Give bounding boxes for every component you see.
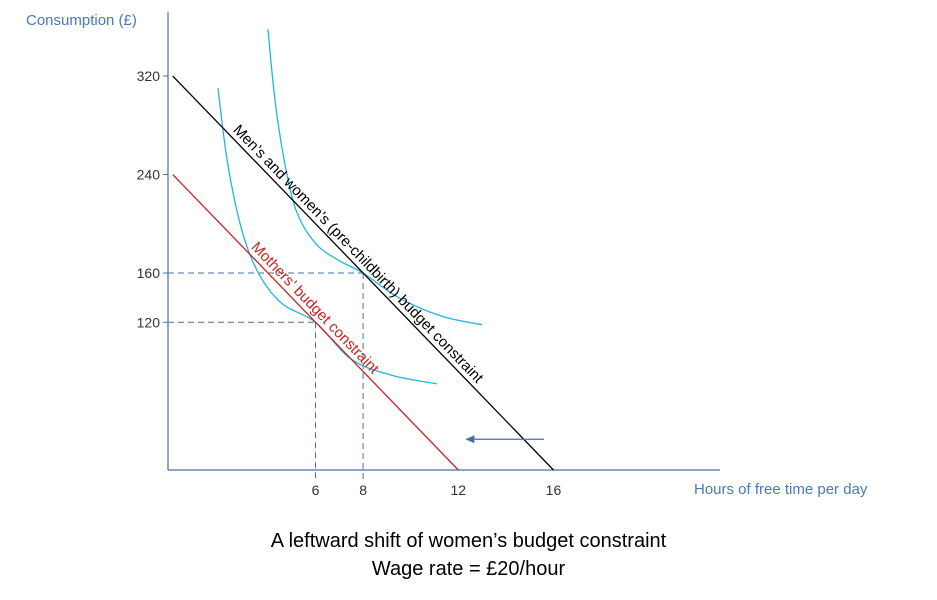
chart-caption-wage-rate: Wage rate = £20/hour [371,558,566,580]
y-axis-title: Consumption (£) [26,12,137,29]
indifference-curve-1 [217,88,437,385]
x-tick-label-6: 6 [312,482,320,498]
budget-constraints [172,75,554,471]
tick-labels: 6 8 12 16 120 160 240 320 [137,68,562,498]
y-tick-label-240: 240 [137,167,161,183]
indifference-curves [217,29,483,385]
line-labels: Men’s and women’s (pre-childbirth) budge… [230,122,487,388]
shift-arrow-head [465,435,475,444]
budget-constraint-chart: 6 8 12 16 120 160 240 320 Men’s and women’s (pr… [26,12,868,498]
budget-constraint-line-1 [172,174,459,471]
shift-arrow-layer [465,435,544,444]
indifference-curve-0 [267,29,483,326]
axes [167,12,720,471]
y-tick-label-120: 120 [137,314,161,330]
y-tick-label-320: 320 [137,68,161,84]
reference-lines [168,272,364,482]
x-tick-label-8: 8 [359,482,367,498]
budget-constraint-line-0 [172,75,554,471]
x-tick-label-12: 12 [450,482,466,498]
x-tick-label-16: 16 [546,482,562,498]
chart-caption-title: A leftward shift of women’s budget const… [270,530,667,552]
y-tick-label-160: 160 [137,265,161,281]
x-axis-title: Hours of free time per day [694,481,868,498]
